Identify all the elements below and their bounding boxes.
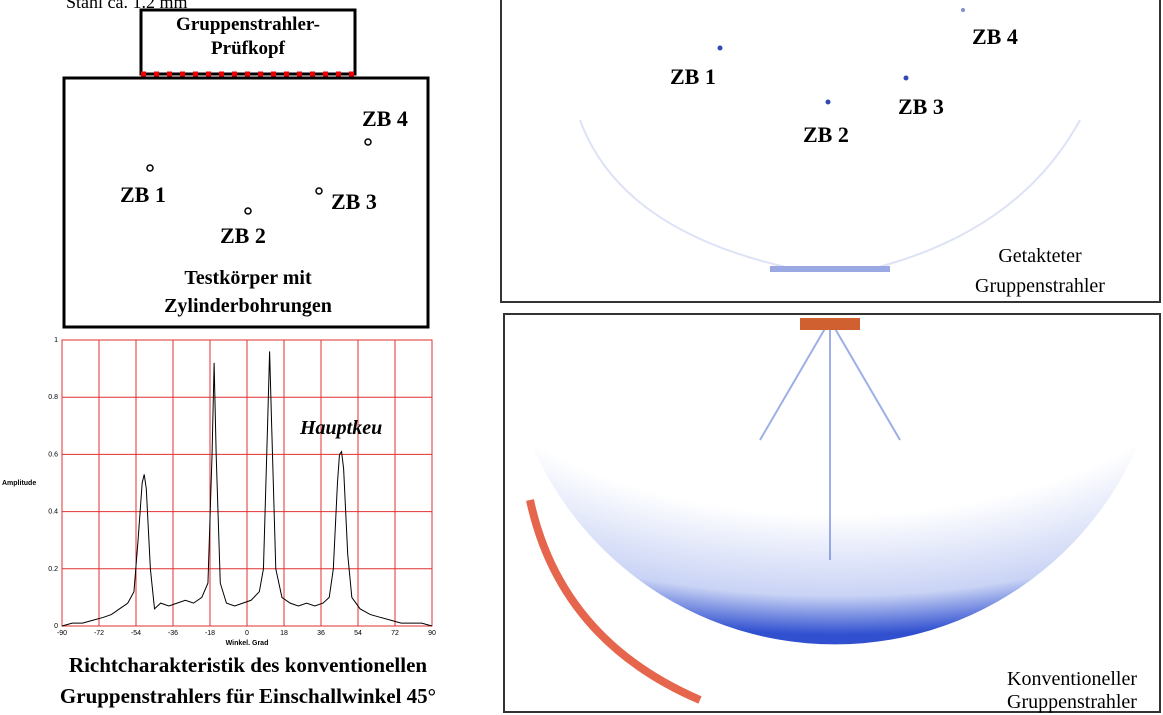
echo-back	[770, 266, 890, 272]
echo	[961, 8, 965, 12]
probe-label: Gruppenstrahler-	[176, 14, 320, 35]
x-tick-label: -72	[94, 630, 104, 637]
probe-label: Prüfkopf	[211, 38, 286, 59]
image-label: Gruppenstrahler	[975, 275, 1105, 297]
y-tick-label: 0	[54, 623, 58, 630]
image-label: Getakteter	[998, 245, 1082, 267]
y-tick-label: 1	[54, 337, 58, 344]
x-tick-label: 18	[280, 630, 288, 637]
x-tick-label: -18	[205, 630, 215, 637]
y-axis-label: Amplitude	[2, 480, 36, 487]
hole-label: ZB 1	[120, 182, 166, 207]
hole	[245, 208, 251, 214]
image-label: Gruppenstrahler	[1007, 691, 1137, 713]
x-tick-label: 90	[428, 630, 436, 637]
y-tick-label: 0.8	[48, 394, 58, 401]
x-tick-label: 72	[391, 630, 399, 637]
x-tick-label: -90	[57, 630, 67, 637]
surface-echo	[800, 318, 860, 330]
hole-label: ZB 3	[331, 189, 377, 214]
echo	[718, 46, 723, 51]
body-label: Testkörper mit	[184, 267, 312, 289]
y-tick-label: 0.2	[48, 566, 58, 573]
directivity-chart: 0 0.2 0.4 0.6 0.8 1 -90 -72 -54 -36 -18 0 18 36 54 72 90…	[2, 337, 436, 647]
image-label: Konventioneller	[1007, 668, 1137, 690]
hole-label: ZB 4	[362, 106, 408, 131]
hole-label: ZB 1	[670, 64, 716, 89]
caption: Gruppenstrahlers für Einschallwinkel 45°	[60, 684, 436, 708]
hole	[365, 139, 371, 145]
echo	[904, 76, 909, 81]
body-label: Zylinderbohrungen	[164, 295, 332, 317]
hole-label: ZB 2	[803, 122, 849, 147]
y-tick-label: 0.6	[48, 451, 58, 458]
x-axis-label: Winkel. Grad	[226, 640, 269, 647]
annotation: Hauptkeu	[299, 417, 382, 439]
x-tick-label: -36	[168, 630, 178, 637]
x-tick-label: 0	[245, 630, 249, 637]
hole	[316, 188, 322, 194]
echo	[826, 100, 831, 105]
x-tick-label: 36	[317, 630, 325, 637]
caption: Richtcharakteristik des konventionellen	[69, 653, 427, 677]
hole-label: ZB 3	[898, 94, 944, 119]
x-tick-label: 54	[354, 630, 362, 637]
figure: Stahl ca. 1.2 mm Gruppenstrahler- Prüfko…	[0, 0, 1163, 715]
y-tick-label: 0.4	[48, 509, 58, 516]
hole-label: ZB 2	[220, 223, 266, 248]
x-tick-label: -54	[131, 630, 141, 637]
hole-label: ZB 4	[972, 24, 1018, 49]
hole	[147, 165, 153, 171]
